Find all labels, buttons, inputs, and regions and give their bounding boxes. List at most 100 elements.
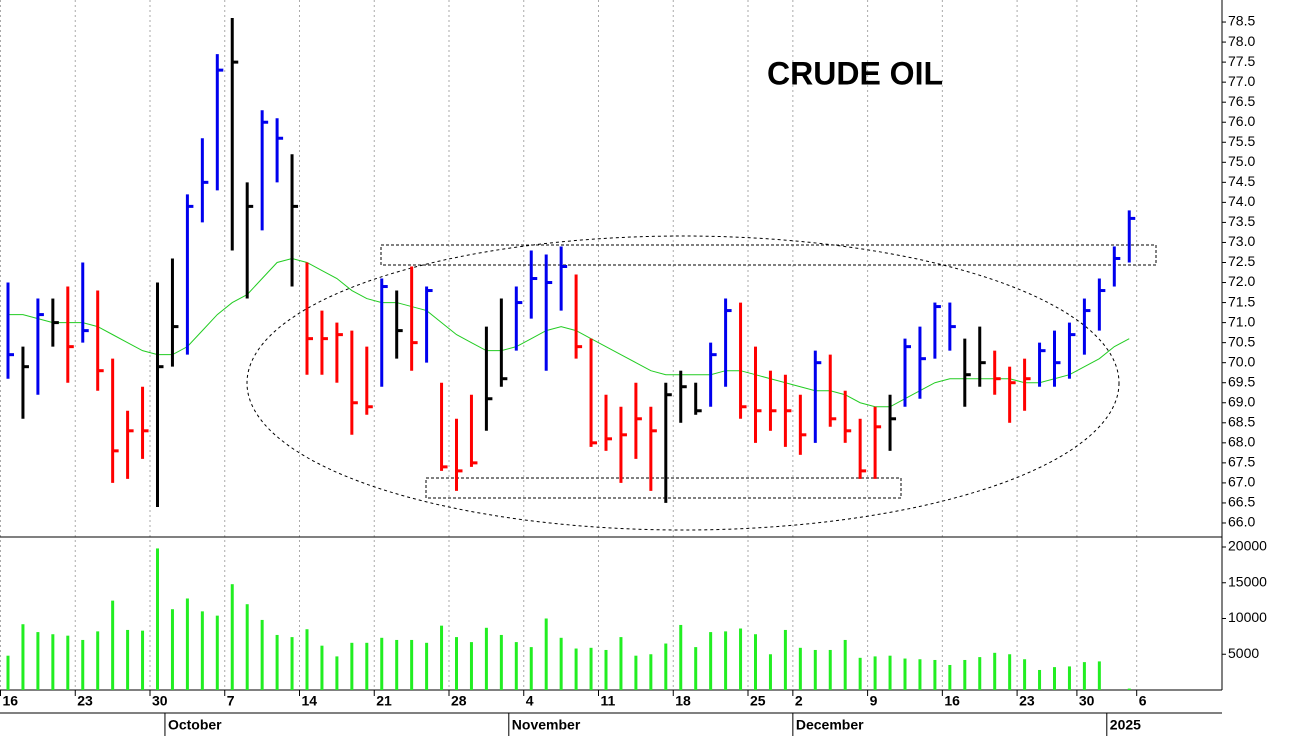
volume-bar [1053, 667, 1056, 690]
x-tick-label: 14 [302, 693, 318, 709]
y-tick-label: 69.0 [1228, 393, 1255, 409]
y-tick-label: 67.0 [1228, 474, 1255, 490]
y-tick-label: 66.5 [1228, 494, 1255, 510]
volume-bar [619, 637, 623, 690]
volume-bar [903, 658, 907, 690]
volume-bar [230, 584, 234, 690]
volume-bar [993, 652, 997, 690]
volume-bar [798, 647, 802, 690]
volume-bar [320, 645, 324, 690]
volume-bar [604, 649, 608, 690]
volume-bar [813, 649, 817, 690]
y-tick-label: 74.5 [1228, 173, 1255, 189]
volume-bar [200, 611, 204, 690]
volume-bar [664, 643, 668, 690]
volume-bar [559, 637, 563, 690]
resistance-box [380, 244, 1157, 266]
volume-bar [858, 657, 862, 690]
volume-bar [290, 637, 294, 690]
volume-bar [36, 632, 40, 690]
volume-bar [469, 642, 473, 690]
volume-bar [529, 647, 533, 690]
volume-bar [918, 659, 922, 690]
volume-bar [305, 629, 309, 690]
y-tick-label: 74.0 [1228, 193, 1255, 209]
volume-bar [350, 642, 354, 690]
volume-bar [828, 649, 832, 690]
y-tick-label: 69.5 [1228, 373, 1255, 389]
y-tick-label: 70.5 [1228, 333, 1255, 349]
support-box [425, 477, 902, 499]
y-tick-label: 20000 [1228, 538, 1267, 554]
y-tick-label: 67.5 [1228, 454, 1255, 470]
volume-bar [21, 624, 25, 690]
volume-bar [81, 639, 85, 690]
moving-average [8, 257, 1130, 408]
volume-bar [768, 654, 772, 690]
x-tick-label: 2 [795, 693, 803, 709]
volume-bar [260, 619, 264, 690]
volume-bar [888, 655, 892, 690]
volume-bar [634, 655, 638, 690]
x-tick-label: 30 [152, 693, 168, 709]
x-tick-label: 18 [675, 693, 691, 709]
volume-bar [455, 637, 458, 690]
annotation-ellipse [246, 235, 1120, 531]
x-tick-label: 7 [227, 693, 235, 709]
volume-bar [978, 657, 982, 690]
y-tick-label: 68.0 [1228, 434, 1255, 450]
y-tick-label: 78.5 [1228, 13, 1255, 29]
volume-bar [51, 634, 55, 690]
volume-bar [933, 659, 937, 690]
volume-bar [126, 629, 130, 690]
volume-bar [484, 627, 488, 690]
y-tick-label: 10000 [1228, 609, 1267, 625]
y-tick-label: 72.0 [1228, 273, 1255, 289]
volume-bar [948, 664, 952, 690]
month-label: 2025 [1110, 717, 1141, 733]
volume-bar [96, 631, 100, 690]
volume-bar [380, 637, 384, 690]
y-tick-label: 66.0 [1228, 514, 1255, 530]
volume-bar [1038, 669, 1042, 690]
month-label: December [796, 717, 864, 733]
volume-bar [1067, 666, 1071, 690]
y-tick-label: 70.0 [1228, 353, 1255, 369]
volume-bar [739, 628, 743, 690]
volume-bar [111, 600, 115, 690]
x-tick-label: 21 [376, 693, 392, 709]
y-tick-label: 76.0 [1228, 113, 1255, 129]
volume-bar [1023, 659, 1027, 690]
volume-bar [1082, 662, 1086, 690]
y-tick-label: 73.0 [1228, 233, 1255, 249]
volume-bar [963, 659, 967, 690]
volume-bar [843, 639, 847, 690]
volume-bar [156, 548, 159, 690]
x-tick-label: 6 [1139, 693, 1147, 709]
volume-bar [649, 654, 653, 690]
volume-bar [709, 632, 713, 690]
y-tick-label: 71.5 [1228, 293, 1255, 309]
volume-bar [589, 647, 593, 690]
volume-bar [425, 642, 429, 690]
x-tick-label: 25 [750, 693, 766, 709]
y-tick-label: 76.5 [1228, 93, 1255, 109]
volume-bar [335, 656, 339, 690]
y-tick-label: 73.5 [1228, 213, 1255, 229]
y-tick-label: 71.0 [1228, 313, 1255, 329]
volume-bar [440, 625, 444, 690]
volume-bar [499, 634, 503, 690]
x-tick-label: 4 [526, 693, 534, 709]
volume-bar [694, 647, 698, 690]
y-tick-label: 77.0 [1228, 73, 1255, 89]
volume-bar [873, 656, 877, 690]
volume-bar [170, 609, 174, 690]
volume-bar [783, 629, 787, 690]
y-tick-label: 75.5 [1228, 133, 1255, 149]
y-tick-label: 5000 [1228, 645, 1259, 661]
y-tick-label: 77.5 [1228, 53, 1255, 69]
y-tick-label: 15000 [1228, 573, 1267, 589]
volume-bar [410, 639, 414, 690]
y-tick-label: 72.5 [1228, 253, 1255, 269]
